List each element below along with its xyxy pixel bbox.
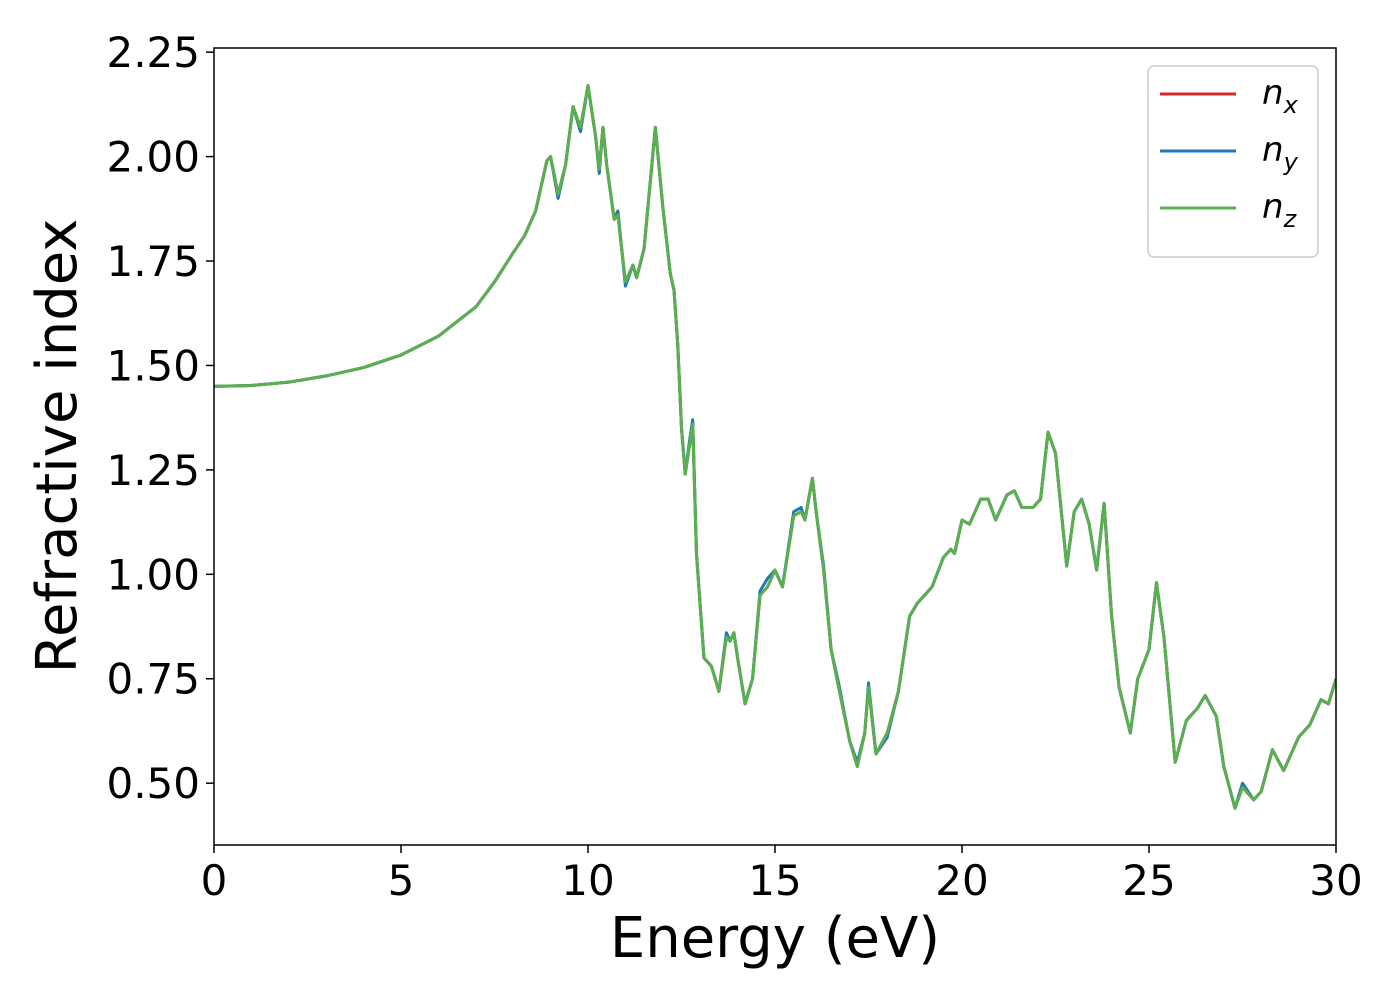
x-tick-label: 15	[748, 856, 801, 905]
y-tick-label: 1.25	[106, 446, 200, 495]
plot-frame	[213, 47, 1337, 846]
x-axis-label: Energy (eV)	[610, 906, 940, 971]
y-tick-label: 2.25	[106, 28, 200, 77]
y-tick-label: 1.00	[106, 550, 200, 599]
y-tick-label: 1.50	[106, 341, 200, 390]
legend-label: nx	[1262, 73, 1299, 119]
x-tick-label: 30	[1309, 856, 1362, 905]
x-tick-label: 20	[935, 856, 988, 905]
y-axis-label: Refractive index	[25, 219, 90, 674]
x-tick-label: 5	[388, 856, 415, 905]
y-tick-label: 0.50	[106, 759, 200, 808]
x-tick-label: 25	[1122, 856, 1175, 905]
y-tick-label: 1.75	[106, 237, 200, 286]
x-tick-label: 0	[201, 856, 228, 905]
y-tick-label: 2.00	[106, 133, 200, 182]
series-line	[214, 84, 1336, 810]
y-tick-label: 0.75	[106, 655, 200, 704]
legend-label: ny	[1262, 130, 1299, 176]
legend-label: nz	[1262, 187, 1298, 233]
x-tick-label: 10	[561, 856, 614, 905]
